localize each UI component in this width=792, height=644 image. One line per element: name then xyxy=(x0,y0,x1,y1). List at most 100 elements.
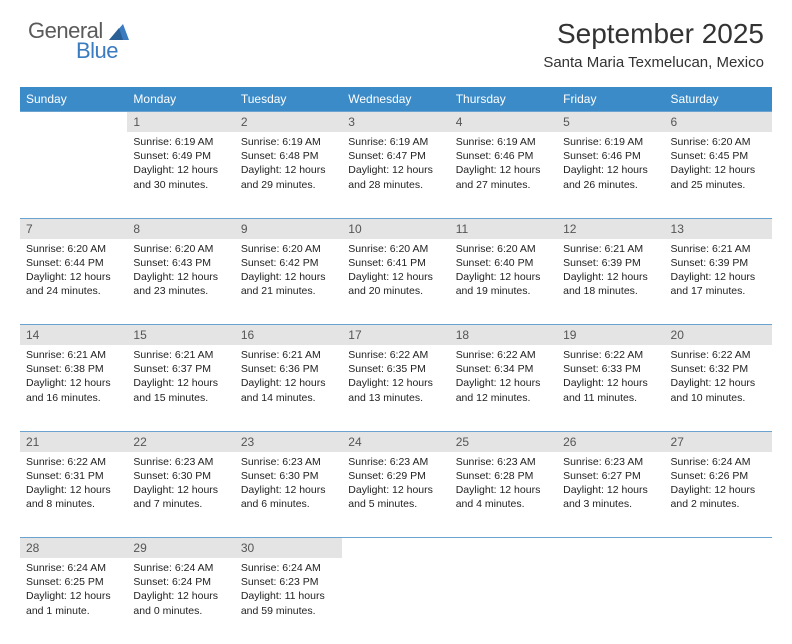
day-content-row: Sunrise: 6:24 AMSunset: 6:25 PMDaylight:… xyxy=(20,558,772,644)
day-cell xyxy=(450,558,557,644)
day-cell: Sunrise: 6:23 AMSunset: 6:30 PMDaylight:… xyxy=(127,452,234,538)
day-cell: Sunrise: 6:23 AMSunset: 6:30 PMDaylight:… xyxy=(235,452,342,538)
month-title: September 2025 xyxy=(543,18,764,50)
daylight-text: and 28 minutes. xyxy=(348,178,443,192)
sunrise-text: Sunrise: 6:24 AM xyxy=(241,561,336,575)
daylight-text: Daylight: 12 hours xyxy=(241,483,336,497)
daylight-text: Daylight: 12 hours xyxy=(133,163,228,177)
daylight-text: and 26 minutes. xyxy=(563,178,658,192)
sunset-text: Sunset: 6:44 PM xyxy=(26,256,121,270)
day-cell xyxy=(665,558,772,644)
day-number: 7 xyxy=(20,218,127,239)
sunset-text: Sunset: 6:26 PM xyxy=(671,469,766,483)
day-cell: Sunrise: 6:19 AMSunset: 6:46 PMDaylight:… xyxy=(450,132,557,218)
day-cell: Sunrise: 6:22 AMSunset: 6:31 PMDaylight:… xyxy=(20,452,127,538)
sunset-text: Sunset: 6:29 PM xyxy=(348,469,443,483)
daylight-text: Daylight: 12 hours xyxy=(456,483,551,497)
sunset-text: Sunset: 6:45 PM xyxy=(671,149,766,163)
sunrise-text: Sunrise: 6:21 AM xyxy=(133,348,228,362)
day-cell xyxy=(20,132,127,218)
day-number: 16 xyxy=(235,325,342,346)
day-number: 27 xyxy=(665,431,772,452)
sunrise-text: Sunrise: 6:20 AM xyxy=(133,242,228,256)
sunrise-text: Sunrise: 6:20 AM xyxy=(671,135,766,149)
daylight-text: Daylight: 12 hours xyxy=(671,163,766,177)
daylight-text: Daylight: 12 hours xyxy=(671,376,766,390)
sunrise-text: Sunrise: 6:20 AM xyxy=(26,242,121,256)
day-content-row: Sunrise: 6:21 AM Sunset: 6:38 PM Daylight:… xyxy=(20,345,772,431)
sunrise-text: Sunrise: 6:23 AM xyxy=(241,455,336,469)
sunset-text: Sunset: 6:38 PM xyxy=(26,362,121,376)
day-number: 23 xyxy=(235,431,342,452)
daylight-text: Daylight: 12 hours xyxy=(133,483,228,497)
day-cell: Sunrise: 6:22 AMSunset: 6:35 PMDaylight:… xyxy=(342,345,449,431)
daylight-text: and 17 minutes. xyxy=(671,284,766,298)
weekday-header: Tuesday xyxy=(235,87,342,112)
day-number: 28 xyxy=(20,538,127,559)
day-cell: Sunrise: 6:20 AMSunset: 6:43 PMDaylight:… xyxy=(127,239,234,325)
day-number: 8 xyxy=(127,218,234,239)
daylight-text: Daylight: 12 hours xyxy=(671,270,766,284)
daylight-text: and 10 minutes. xyxy=(671,391,766,405)
daylight-text: Daylight: 12 hours xyxy=(241,163,336,177)
sunset-text: Sunset: 6:42 PM xyxy=(241,256,336,270)
day-number: 15 xyxy=(127,325,234,346)
sunrise-text: Sunrise: 6:20 AM xyxy=(456,242,551,256)
daylight-text: Daylight: 12 hours xyxy=(348,376,443,390)
daylight-text: Daylight: 12 hours xyxy=(348,270,443,284)
day-cell: Sunrise: 6:23 AMSunset: 6:27 PMDaylight:… xyxy=(557,452,664,538)
sunrise-text: Sunrise: 6:19 AM xyxy=(348,135,443,149)
sunset-text: Sunset: 6:28 PM xyxy=(456,469,551,483)
daylight-text: and 18 minutes. xyxy=(563,284,658,298)
day-cell: Sunrise: 6:23 AMSunset: 6:28 PMDaylight:… xyxy=(450,452,557,538)
day-number: 14 xyxy=(20,325,127,346)
weekday-header-row: Sunday Monday Tuesday Wednesday Thursday… xyxy=(20,87,772,112)
day-cell: Sunrise: 6:20 AMSunset: 6:41 PMDaylight:… xyxy=(342,239,449,325)
sunrise-text: Sunrise: 6:24 AM xyxy=(671,455,766,469)
daylight-text: and 15 minutes. xyxy=(133,391,228,405)
day-cell: Sunrise: 6:19 AMSunset: 6:46 PMDaylight:… xyxy=(557,132,664,218)
day-cell: Sunrise: 6:19 AMSunset: 6:49 PMDaylight:… xyxy=(127,132,234,218)
daylight-text: Daylight: 12 hours xyxy=(133,376,228,390)
day-cell: Sunrise: 6:22 AMSunset: 6:34 PMDaylight:… xyxy=(450,345,557,431)
day-number xyxy=(665,538,772,559)
daylight-text: and 14 minutes. xyxy=(241,391,336,405)
sunset-text: Sunset: 6:36 PM xyxy=(241,362,336,376)
day-cell: Sunrise: 6:19 AMSunset: 6:47 PMDaylight:… xyxy=(342,132,449,218)
day-cell: Sunrise: 6:24 AMSunset: 6:23 PMDaylight:… xyxy=(235,558,342,644)
day-cell: Sunrise: 6:24 AMSunset: 6:25 PMDaylight:… xyxy=(20,558,127,644)
day-content-row: Sunrise: 6:20 AMSunset: 6:44 PMDaylight:… xyxy=(20,239,772,325)
sunset-text: Sunset: 6:39 PM xyxy=(671,256,766,270)
sunset-text: Sunset: 6:30 PM xyxy=(133,469,228,483)
sunset-text: Sunset: 6:27 PM xyxy=(563,469,658,483)
day-cell: Sunrise: 6:21 AMSunset: 6:39 PMDaylight:… xyxy=(557,239,664,325)
day-cell: Sunrise: 6:21 AMSunset: 6:37 PMDaylight:… xyxy=(127,345,234,431)
sunrise-text: Sunrise: 6:22 AM xyxy=(671,348,766,362)
day-cell: Sunrise: 6:23 AMSunset: 6:29 PMDaylight:… xyxy=(342,452,449,538)
daylight-text: Daylight: 12 hours xyxy=(26,483,121,497)
sunrise-text: Sunrise: 6:21 AM xyxy=(241,348,336,362)
day-cell: Sunrise: 6:24 AMSunset: 6:26 PMDaylight:… xyxy=(665,452,772,538)
daylight-text: and 27 minutes. xyxy=(456,178,551,192)
sunset-text: Sunset: 6:37 PM xyxy=(133,362,228,376)
daylight-text: Daylight: 12 hours xyxy=(563,270,658,284)
weekday-header: Sunday xyxy=(20,87,127,112)
daylight-text: and 23 minutes. xyxy=(133,284,228,298)
day-number: 2 xyxy=(235,112,342,133)
day-number: 4 xyxy=(450,112,557,133)
sunset-text: Sunset: 6:35 PM xyxy=(348,362,443,376)
sunset-text: Sunset: 6:39 PM xyxy=(563,256,658,270)
daylight-text: Daylight: 12 hours xyxy=(456,270,551,284)
sunset-text: Sunset: 6:49 PM xyxy=(133,149,228,163)
weekday-header: Thursday xyxy=(450,87,557,112)
sunrise-text: Sunrise: 6:20 AM xyxy=(241,242,336,256)
day-content-row: Sunrise: 6:19 AMSunset: 6:49 PMDaylight:… xyxy=(20,132,772,218)
daylight-text: Daylight: 12 hours xyxy=(26,270,121,284)
sunrise-text: Sunrise: 6:23 AM xyxy=(563,455,658,469)
day-cell: Sunrise: 6:21 AMSunset: 6:39 PMDaylight:… xyxy=(665,239,772,325)
weekday-header: Saturday xyxy=(665,87,772,112)
day-number: 10 xyxy=(342,218,449,239)
daylight-text: Daylight: 12 hours xyxy=(456,163,551,177)
sunrise-text: Sunrise: 6:21 AM xyxy=(671,242,766,256)
daylight-text: and 4 minutes. xyxy=(456,497,551,511)
